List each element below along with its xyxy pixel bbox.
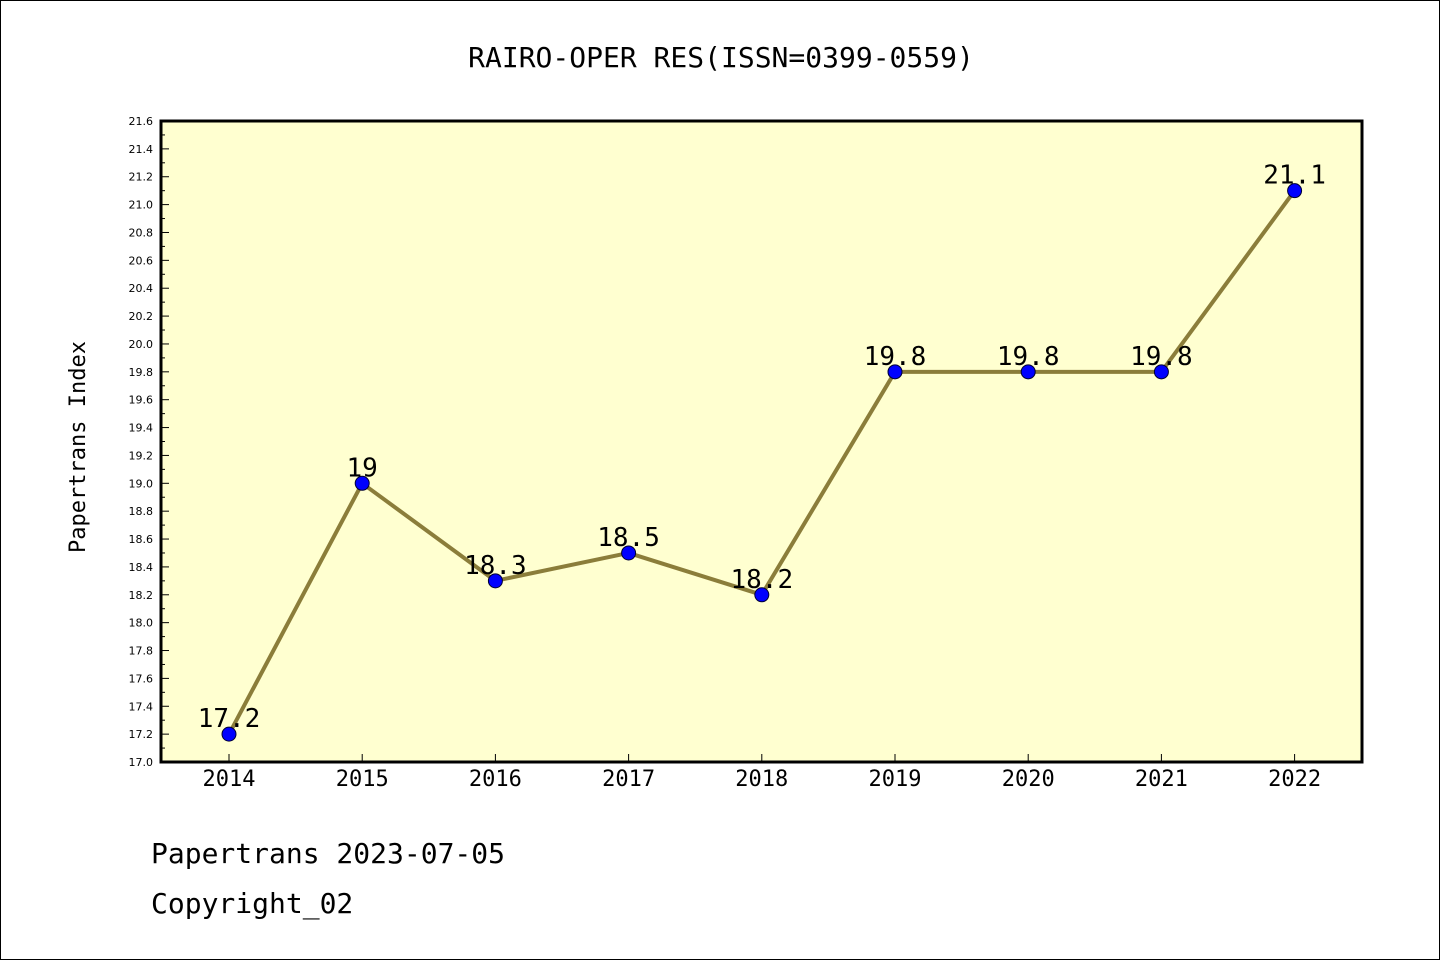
y-tick-label: 21.2 [129, 171, 154, 184]
y-tick-label: 18.2 [129, 589, 154, 602]
data-label: 18.5 [597, 523, 660, 553]
data-label: 19.8 [864, 342, 927, 372]
x-tick-label: 2019 [869, 767, 922, 792]
y-tick-label: 18.0 [129, 617, 154, 630]
y-tick-label: 21.4 [129, 143, 154, 156]
y-tick-label: 21.6 [129, 115, 154, 128]
data-label: 21.1 [1263, 161, 1326, 191]
data-point [1153, 364, 1169, 380]
y-tick-label: 18.6 [129, 533, 154, 546]
y-tick-label: 20.6 [129, 254, 154, 267]
data-point [487, 573, 503, 589]
y-tick-label: 20.4 [129, 282, 154, 295]
x-tick-label: 2021 [1135, 767, 1188, 792]
y-tick-label: 17.0 [129, 756, 154, 769]
data-label: 17.2 [198, 704, 261, 734]
data-point [354, 475, 370, 491]
y-tick-label: 21.0 [129, 199, 154, 212]
y-tick-label: 17.8 [129, 645, 154, 658]
y-tick-label: 19.4 [129, 422, 154, 435]
data-point [621, 545, 637, 561]
footer-source-date: Papertrans 2023-07-05 [151, 837, 506, 870]
x-tick-label: 2020 [1002, 767, 1055, 792]
x-tick-label: 2017 [602, 767, 655, 792]
data-point [221, 726, 237, 742]
y-tick-label: 20.0 [129, 338, 154, 351]
data-point [1020, 364, 1036, 380]
data-point [754, 587, 770, 603]
y-axis-label: Papertrans Index [66, 341, 91, 553]
data-label: 19.8 [997, 342, 1060, 372]
footer-copyright: Copyright_02 [151, 887, 354, 920]
y-tick-label: 20.2 [129, 310, 154, 323]
y-tick-label: 18.8 [129, 505, 154, 518]
data-label: 19.8 [1130, 342, 1193, 372]
y-tick-label: 19.6 [129, 394, 154, 407]
y-tick-label: 18.4 [129, 561, 154, 574]
data-label: 18.2 [730, 565, 793, 595]
y-tick-label: 19.2 [129, 449, 154, 462]
data-point [887, 364, 903, 380]
y-tick-label: 17.4 [129, 700, 154, 713]
y-tick-label: 19.8 [129, 366, 154, 379]
x-tick-label: 2016 [469, 767, 522, 792]
data-label: 18.3 [464, 551, 527, 581]
plot-area [159, 119, 1364, 764]
x-tick-label: 2015 [336, 767, 389, 792]
y-tick-label: 20.8 [129, 226, 154, 239]
y-tick-label: 17.2 [129, 728, 154, 741]
x-tick-label: 2018 [735, 767, 788, 792]
x-tick-label: 2022 [1268, 767, 1321, 792]
y-tick-label: 17.6 [129, 672, 154, 685]
data-point [1287, 183, 1303, 199]
x-tick-label: 2014 [203, 767, 256, 792]
chart-title: RAIRO-OPER RES(ISSN=0399-0559) [468, 41, 974, 74]
y-tick-label: 19.0 [129, 477, 154, 490]
data-label: 19 [347, 453, 378, 483]
